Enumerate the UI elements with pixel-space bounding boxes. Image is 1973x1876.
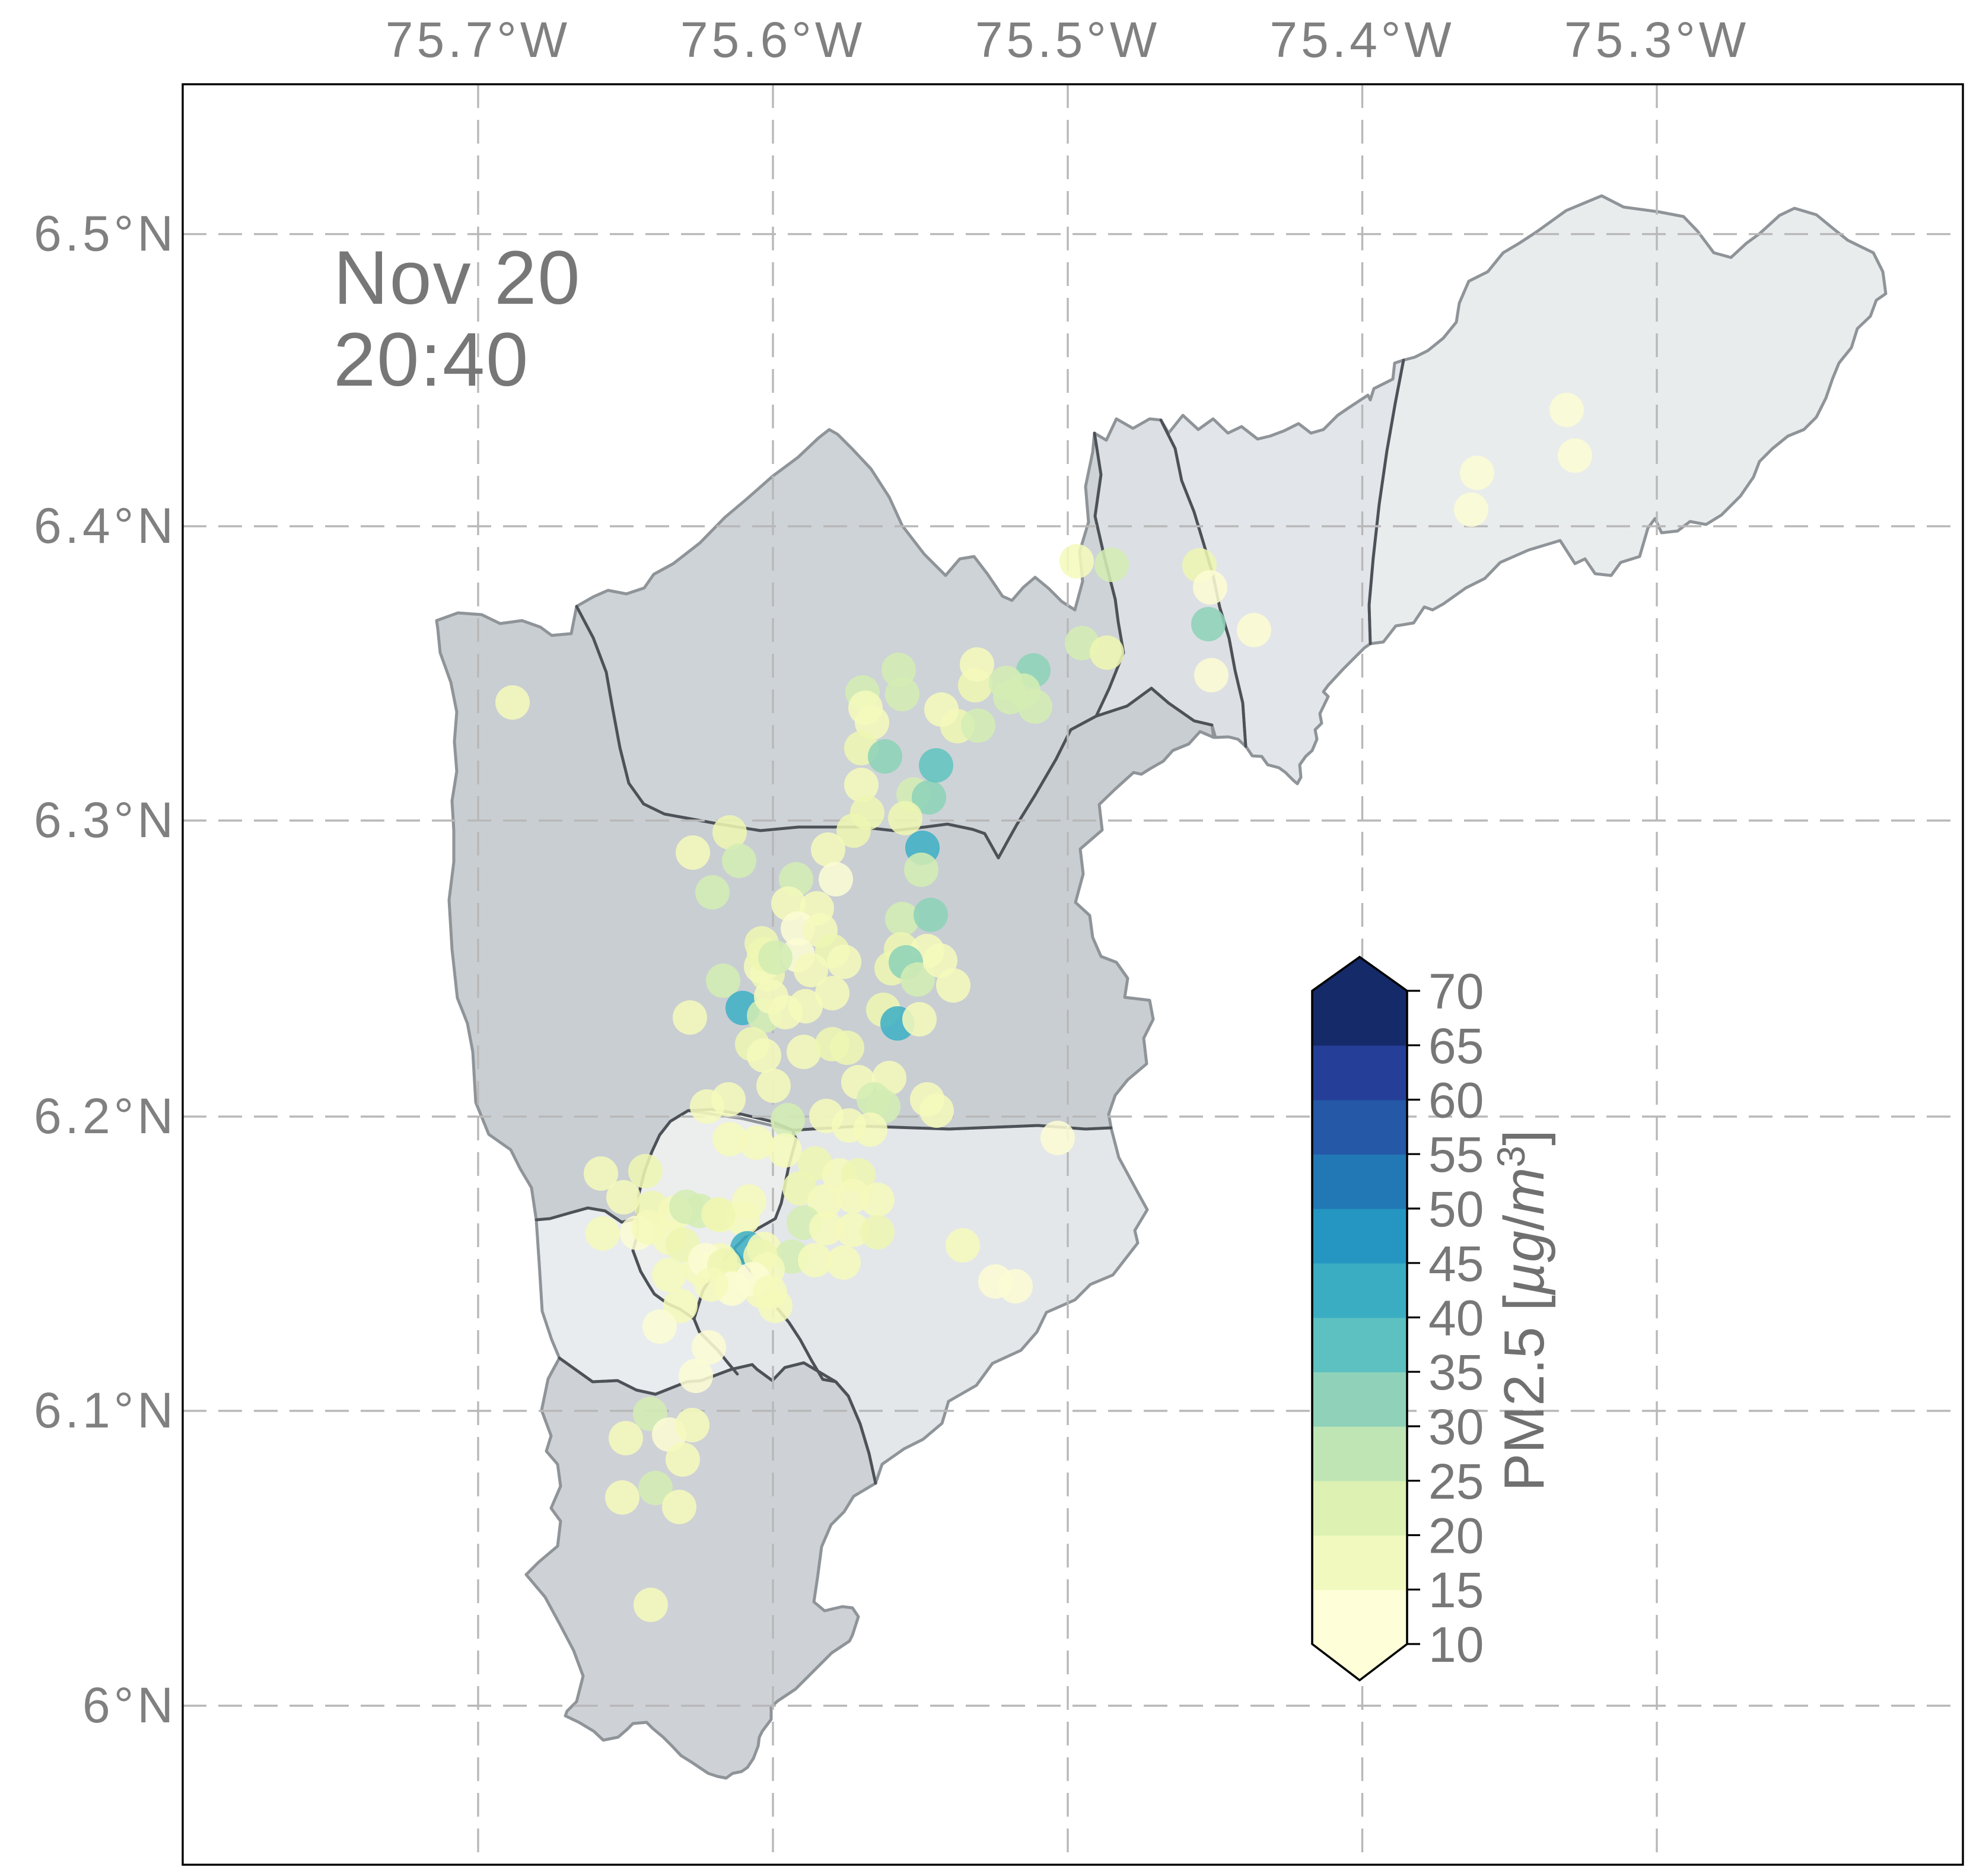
svg-text:65: 65	[1428, 1018, 1484, 1074]
svg-text:15: 15	[1428, 1562, 1484, 1618]
svg-text:6.4°N: 6.4°N	[34, 498, 177, 554]
svg-text:6.1°N: 6.1°N	[34, 1382, 177, 1438]
svg-text:40: 40	[1428, 1290, 1484, 1346]
svg-text:75.6°W: 75.6°W	[680, 12, 865, 68]
svg-text:PM2.5 [µg/m3]: PM2.5 [µg/m3]	[1489, 1130, 1556, 1492]
svg-text:75.7°W: 75.7°W	[386, 12, 571, 68]
svg-text:25: 25	[1428, 1454, 1484, 1509]
svg-text:6°N: 6°N	[82, 1677, 177, 1733]
svg-text:35: 35	[1428, 1344, 1484, 1400]
svg-text:10: 10	[1428, 1617, 1484, 1672]
svg-text:75.4°W: 75.4°W	[1269, 12, 1455, 68]
svg-text:6.5°N: 6.5°N	[34, 206, 177, 262]
svg-text:55: 55	[1428, 1127, 1484, 1182]
svg-text:30: 30	[1428, 1399, 1484, 1455]
svg-text:60: 60	[1428, 1073, 1484, 1128]
svg-text:70: 70	[1428, 964, 1484, 1019]
svg-text:50: 50	[1428, 1181, 1484, 1237]
svg-text:20:40: 20:40	[333, 317, 529, 402]
svg-text:75.5°W: 75.5°W	[975, 12, 1160, 68]
svg-text:75.3°W: 75.3°W	[1564, 12, 1749, 68]
svg-text:6.3°N: 6.3°N	[34, 792, 177, 848]
svg-text:Nov 20: Nov 20	[333, 236, 581, 320]
svg-text:45: 45	[1428, 1236, 1484, 1292]
svg-text:20: 20	[1428, 1508, 1484, 1564]
svg-text:6.2°N: 6.2°N	[34, 1088, 177, 1144]
